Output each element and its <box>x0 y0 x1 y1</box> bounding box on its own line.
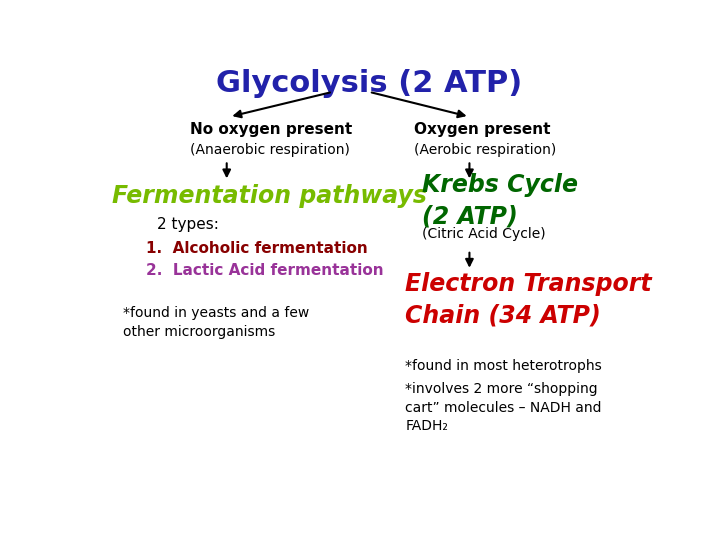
Text: *found in most heterotrophs: *found in most heterotrophs <box>405 359 602 373</box>
Text: No oxygen present: No oxygen present <box>190 122 353 137</box>
Text: *involves 2 more “shopping
cart” molecules – NADH and
FADH₂: *involves 2 more “shopping cart” molecul… <box>405 382 602 433</box>
Text: Glycolysis (2 ATP): Glycolysis (2 ATP) <box>216 69 522 98</box>
Text: *found in yeasts and a few
other microorganisms: *found in yeasts and a few other microor… <box>124 306 310 339</box>
Text: 1.  Alcoholic fermentation: 1. Alcoholic fermentation <box>145 241 367 256</box>
Text: (Citric Acid Cycle): (Citric Acid Cycle) <box>422 227 546 241</box>
Text: (Anaerobic respiration): (Anaerobic respiration) <box>190 143 351 157</box>
Text: Krebs Cycle
(2 ATP): Krebs Cycle (2 ATP) <box>422 173 578 229</box>
Text: (Aerobic respiration): (Aerobic respiration) <box>413 143 556 157</box>
Text: Electron Transport
Chain (34 ATP): Electron Transport Chain (34 ATP) <box>405 272 652 328</box>
Text: 2.  Lactic Acid fermentation: 2. Lactic Acid fermentation <box>145 263 384 278</box>
Text: Fermentation pathways: Fermentation pathways <box>112 184 428 208</box>
Text: Oxygen present: Oxygen present <box>413 122 550 137</box>
Text: 2 types:: 2 types: <box>157 218 219 232</box>
